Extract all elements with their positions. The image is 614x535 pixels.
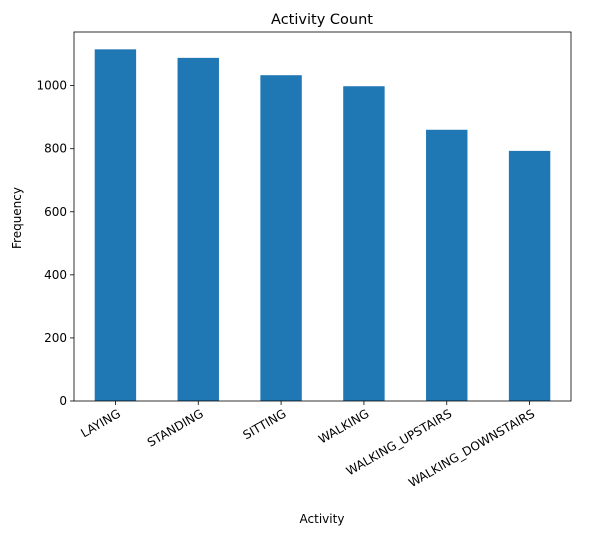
x-tick-label: SITTING (241, 406, 289, 442)
chart-title: Activity Count (271, 12, 373, 28)
y-tick-label: 0 (59, 394, 67, 408)
bar-standing (177, 57, 219, 401)
bar-laying (94, 49, 137, 401)
bar-walking-upstairs (426, 129, 468, 401)
x-tick-label: WALKING (316, 406, 371, 446)
axes-frame (73, 31, 572, 402)
y-tick-label: 400 (44, 268, 67, 282)
bar-sitting (260, 75, 302, 401)
y-axis-label: Frequency (10, 187, 24, 249)
y-tick-label: 600 (44, 205, 67, 219)
y-tick-label: 200 (44, 331, 67, 345)
plot-area: 0 200 400 600 800 1000 LAYING STANDING SITTING WA… (36, 31, 572, 490)
x-tick-label: LAYING (78, 406, 123, 440)
x-tick-label: STANDING (145, 406, 206, 449)
y-tick-label: 1000 (36, 79, 67, 93)
bar-walking-downstairs (508, 150, 551, 401)
bar-walking (343, 86, 385, 401)
y-tick-label: 800 (44, 142, 67, 156)
x-axis-label: Activity (300, 512, 345, 526)
